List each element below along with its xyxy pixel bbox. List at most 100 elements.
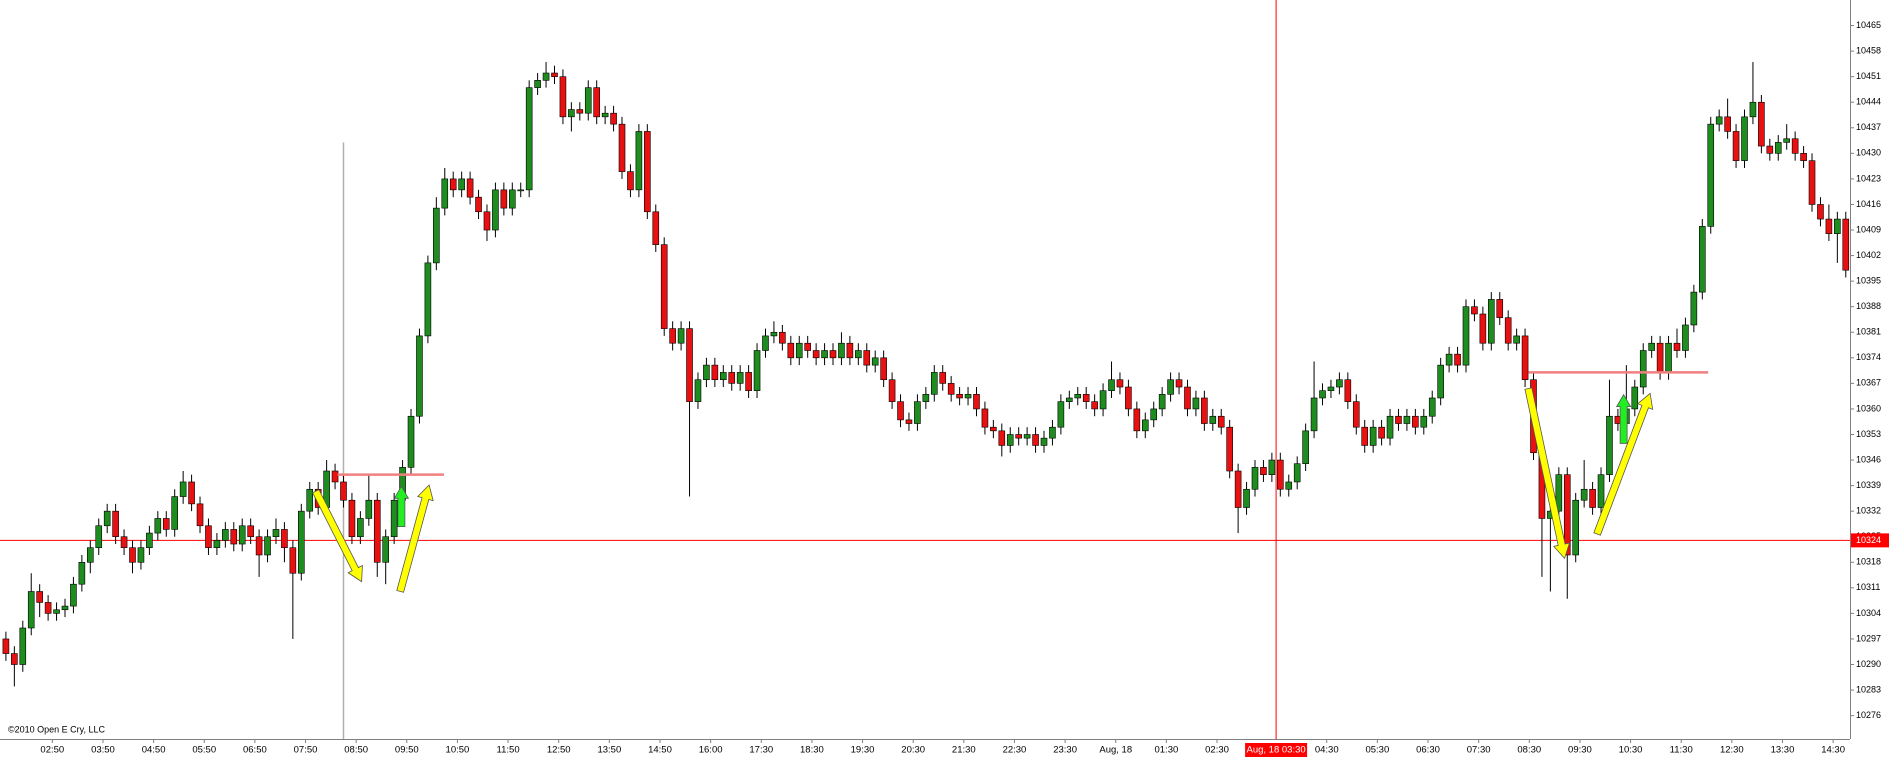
y-tick-label: 10395 [1856,276,1881,286]
candle-body [1437,364,1444,399]
x-tick-label: 22:30 [1003,745,1027,756]
candle-body [610,112,617,125]
x-tick-label: 14:30 [1821,745,1845,756]
candle-body [812,350,820,359]
candle-body [1732,131,1740,161]
candle-body [1285,481,1293,490]
candle-body [534,80,541,88]
candle-body [129,547,136,563]
candle-body [1808,160,1816,205]
candle-body [95,525,103,548]
candle-body [306,488,314,512]
candle-body [947,383,955,395]
candle-body [1428,397,1436,417]
candle-body [1184,386,1191,410]
crosshair-x-box [1245,743,1308,757]
candle-body [112,510,119,538]
candle-body [483,211,491,231]
candle-body [441,178,449,209]
y-tick-label: 10374 [1856,352,1881,362]
candle-body [525,87,533,191]
y-tick-label: 10402 [1856,250,1881,260]
candle-body [677,328,685,344]
candle-body [1682,324,1689,351]
x-tick-label: 06:30 [1416,745,1440,756]
y-tick-label: 10437 [1856,122,1881,132]
candle-body [162,518,170,530]
candle-body [289,547,297,574]
candle-body [871,357,879,366]
candle-body [855,350,862,359]
candle-body [601,112,609,118]
candle-body [1690,291,1698,326]
candle-body [1817,204,1824,220]
candle-body [1378,426,1385,439]
candle-body [373,499,381,563]
candle-body [1403,415,1411,424]
candle-body [762,335,769,351]
candle-body [1741,116,1748,161]
candle-body [1800,153,1807,161]
candle-body [1572,499,1580,556]
candle-body [188,481,195,505]
x-tick-label: 11:50 [497,745,520,756]
candle-body [1268,459,1276,475]
x-tick-label: 19:30 [851,745,875,756]
y-tick-label: 10346 [1856,454,1881,464]
candle-body [340,481,347,501]
candle-body [382,536,389,563]
candle-body [914,401,921,424]
candle-body [331,470,339,483]
y-tick-label: 10381 [1856,327,1881,337]
candle-body [1665,342,1672,373]
candle-body [930,372,938,395]
candle-body [1783,138,1791,143]
x-tick-label: 02:30 [1205,745,1229,756]
candle-body [1488,299,1495,344]
annotation-arrow [393,485,410,528]
candle-body [298,510,305,574]
candle-body [973,394,980,410]
candle-body [1395,415,1402,424]
candle-body [1150,408,1158,421]
candle-body [1563,474,1571,556]
candle-body [247,525,254,538]
candle-body [281,529,288,548]
candle-body [1074,394,1082,399]
candle-body [1141,419,1149,432]
candle-body [517,189,525,192]
candle-body [1158,394,1166,410]
candle-body [888,379,896,402]
candle-body [78,561,86,585]
candle-body [1589,488,1596,508]
candle-body [500,189,508,209]
candle-body [1032,434,1039,446]
candle-body [27,591,35,629]
y-tick-label: 10416 [1856,199,1881,209]
candle-body [1673,342,1681,351]
candle-body [1040,437,1048,446]
candle-body [1707,123,1715,227]
candle-body [1344,379,1352,402]
y-tick-label: 10451 [1856,71,1881,81]
copyright: ©2010 Open E Cry, LLC [8,724,106,734]
candle-body [939,372,947,384]
x-tick-label: 12:50 [547,745,571,756]
candle-body [103,510,111,527]
candle-body [1226,426,1233,472]
candle-body [1749,101,1757,118]
candle-body [53,609,60,614]
candle-body [222,529,229,541]
x-tick-label: 10:50 [446,745,470,756]
candle-body [348,499,356,538]
y-tick-label: 10332 [1856,506,1881,516]
candle-body [719,372,727,381]
x-tick-label: 21:30 [952,745,976,756]
x-tick-label: 10:30 [1619,745,1643,756]
candle-body [1006,434,1014,446]
candle-body [779,331,786,344]
candle-body [1386,415,1394,439]
candle-body [728,372,736,384]
x-tick-label: 07:50 [294,745,318,756]
